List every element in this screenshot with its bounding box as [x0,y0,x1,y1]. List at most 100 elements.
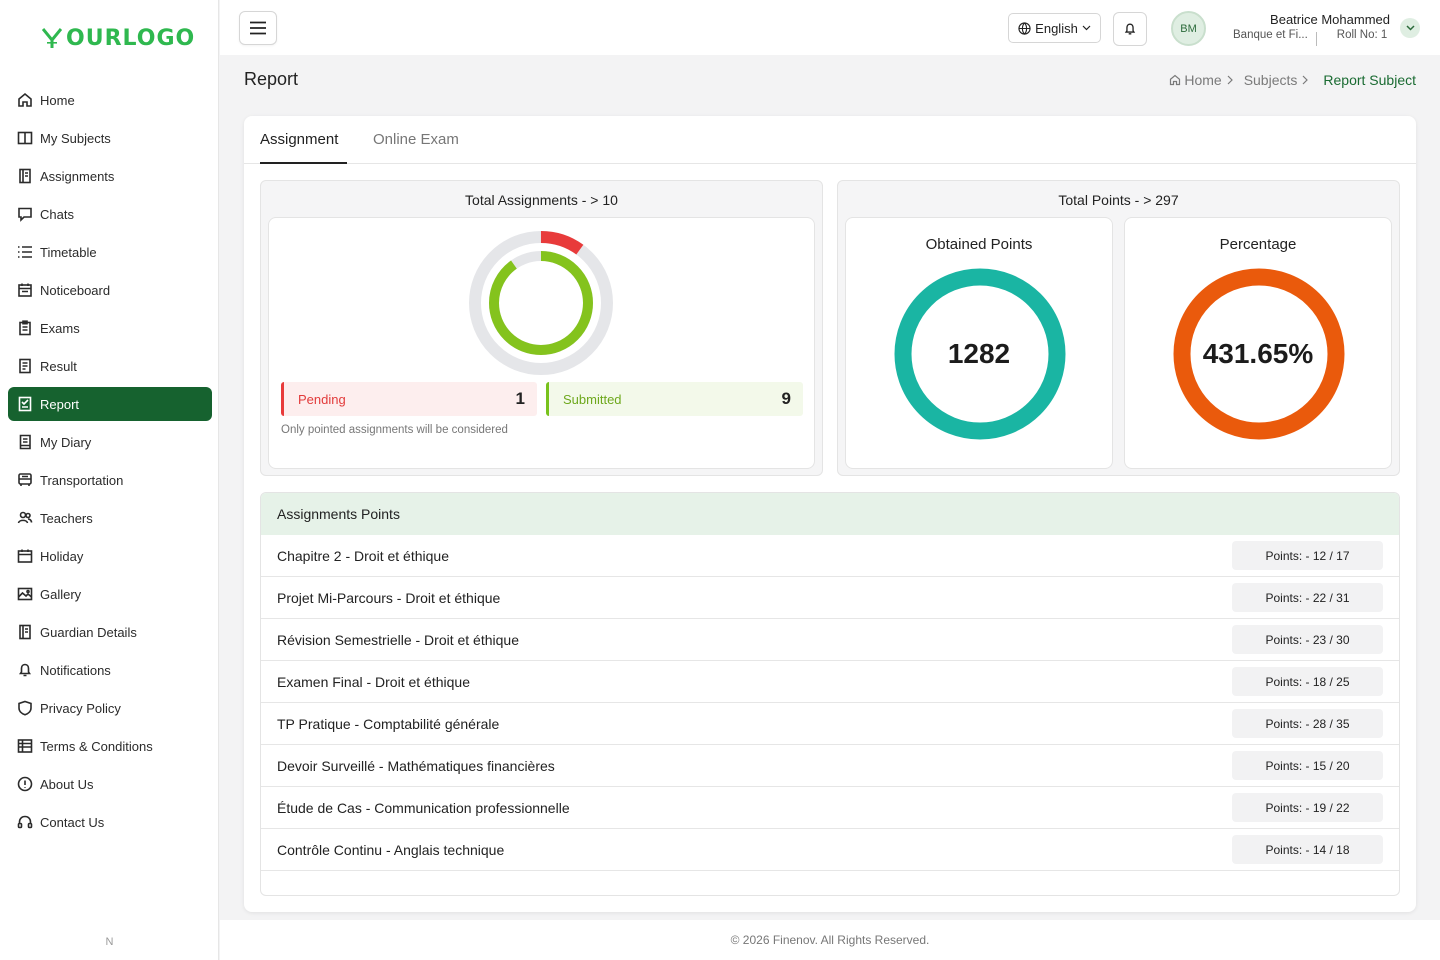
report-card: Assignment Online Exam Total Assignments… [244,116,1416,912]
chevron-down-icon [1405,25,1415,31]
sidebar-item-exams[interactable]: Exams [8,311,212,345]
obtained-points-title: Obtained Points [925,236,1033,253]
sidebar-item-gallery[interactable]: Gallery [8,577,212,611]
sidebar-item-my-subjects[interactable]: My Subjects [8,121,212,155]
sidebar-footer: N [105,936,114,948]
sidebar-item-noticeboard[interactable]: Noticeboard [8,273,212,307]
bell-icon [1124,23,1136,35]
points-badge: Points: - 12 / 17 [1232,541,1383,570]
assignment-name: Révision Semestrielle - Droit et éthique [277,631,519,648]
sidebar-item-contact-us[interactable]: Contact Us [8,805,212,839]
home-icon [16,91,34,109]
obtained-points-ring [894,268,1066,440]
logo-text: OURLOGO [66,25,196,51]
submitted-count: 9 [781,389,791,408]
report-icon [16,395,34,413]
calendar-board-icon [16,281,34,299]
sidebar-item-label: Teachers [40,510,93,526]
sidebar-item-label: Home [40,92,75,108]
user-roll: Roll No: 1 [1336,29,1388,41]
sidebar-item-about-us[interactable]: About Us [8,767,212,801]
image-icon [16,585,34,603]
hamburger-icon [250,21,266,35]
globe-icon [1018,21,1031,35]
sidebar-item-notifications[interactable]: Notifications [8,653,212,687]
sidebar-item-label: About Us [40,776,94,792]
percentage-value: 431.65% [1202,338,1314,369]
page-footer: © 2026 Finenov. All Rights Reserved. [220,920,1440,960]
sidebar-item-label: Report [40,396,80,412]
users-icon [16,509,34,527]
total-points-panel: Total Points - > 297 Obtained Points 128… [837,180,1400,476]
report-tabs: Assignment Online Exam [244,116,1416,164]
sidebar-item-teachers[interactable]: Teachers [8,501,212,535]
sidebar-item-home[interactable]: Home [8,83,212,117]
pointed-note: Only pointed assignments will be conside… [281,424,508,436]
list-icon [16,243,34,261]
assignment-name: Devoir Surveillé - Mathématiques financi… [277,757,555,774]
sidebar-item-transportation[interactable]: Transportation [8,463,212,497]
assignment-name: TP Pratique - Comptabilité générale [277,715,500,732]
points-badge: Points: - 22 / 31 [1232,583,1383,612]
document-icon [16,357,34,375]
headset-icon [16,813,34,831]
total-points-title: Total Points - > 297 [1058,192,1179,208]
sidebar-item-label: My Diary [40,434,92,450]
sidebar-item-label: Contact Us [40,814,105,830]
notifications-button[interactable] [1113,12,1147,46]
sidebar-item-label: Guardian Details [40,624,137,640]
submitted-label: Submitted [563,391,622,407]
sidebar-item-terms[interactable]: Terms & Conditions [8,729,212,763]
logo-mark-icon [42,28,62,48]
sidebar-item-label: Terms & Conditions [40,738,153,754]
sidebar-item-guardian-details[interactable]: Guardian Details [8,615,212,649]
breadcrumb-home[interactable]: Home [1169,72,1222,88]
sidebar-item-my-diary[interactable]: My Diary [8,425,212,459]
user-menu-toggle[interactable] [1400,18,1420,38]
pending-count: 1 [515,389,525,408]
breadcrumb-home-label: Home [1184,72,1222,88]
shield-icon [16,699,34,717]
pending-arc [469,231,613,375]
user-class: Banque et Fi... [1233,29,1308,41]
points-badge: Points: - 19 / 22 [1232,793,1383,822]
sidebar-item-report[interactable]: Report [8,387,212,421]
sidebar-item-label: Notifications [40,662,111,678]
chevron-right-icon [1227,75,1233,85]
sidebar-item-privacy-policy[interactable]: Privacy Policy [8,691,212,725]
sidebar-item-label: Exams [40,320,80,336]
assignments-chart-box: Pending 1 Submitted 9 Only pointed assig… [268,217,815,469]
chevron-right-icon [1302,75,1309,85]
list-item: Devoir Surveillé - Mathématiques financi… [261,745,1399,787]
sidebar-item-timetable[interactable]: Timetable [8,235,212,269]
divider [1315,32,1317,46]
sidebar-item-chats[interactable]: Chats [8,197,212,231]
logo[interactable]: OURLOGO [42,25,196,51]
tab-assignment[interactable]: Assignment [260,116,347,164]
tab-online-exam[interactable]: Online Exam [373,131,459,148]
sidebar-item-assignments[interactable]: Assignments [8,159,212,193]
top-header: English BM Beatrice Mohammed Banque et F… [220,0,1440,55]
avatar[interactable]: BM [1171,11,1206,46]
obtained-points-box: Obtained Points 1282 [845,217,1113,469]
total-assignments-panel: Total Assignments - > 10 Pending 1 Submi… [260,180,823,476]
sidebar: OURLOGO Home My Subjects Assignments Cha… [0,0,219,960]
breadcrumb-subjects[interactable]: Subjects [1243,72,1298,88]
submitted-arc [489,251,593,355]
home-icon [1170,74,1181,86]
menu-toggle-button[interactable] [239,11,277,45]
book-icon [16,167,34,185]
sidebar-item-label: My Subjects [40,130,111,146]
points-badge: Points: - 18 / 25 [1232,667,1383,696]
submitted-stat: Submitted 9 [546,382,803,416]
book-open-icon [16,129,34,147]
sidebar-item-result[interactable]: Result [8,349,212,383]
list-item: Révision Semestrielle - Droit et éthique… [261,619,1399,661]
chat-icon [16,205,34,223]
total-assignments-title: Total Assignments - > 10 [465,192,618,208]
info-icon [16,775,34,793]
bell-icon [16,661,34,679]
language-select[interactable]: English [1008,13,1101,43]
sidebar-item-holiday[interactable]: Holiday [8,539,212,573]
breadcrumb-current: Report Subject [1323,72,1416,88]
